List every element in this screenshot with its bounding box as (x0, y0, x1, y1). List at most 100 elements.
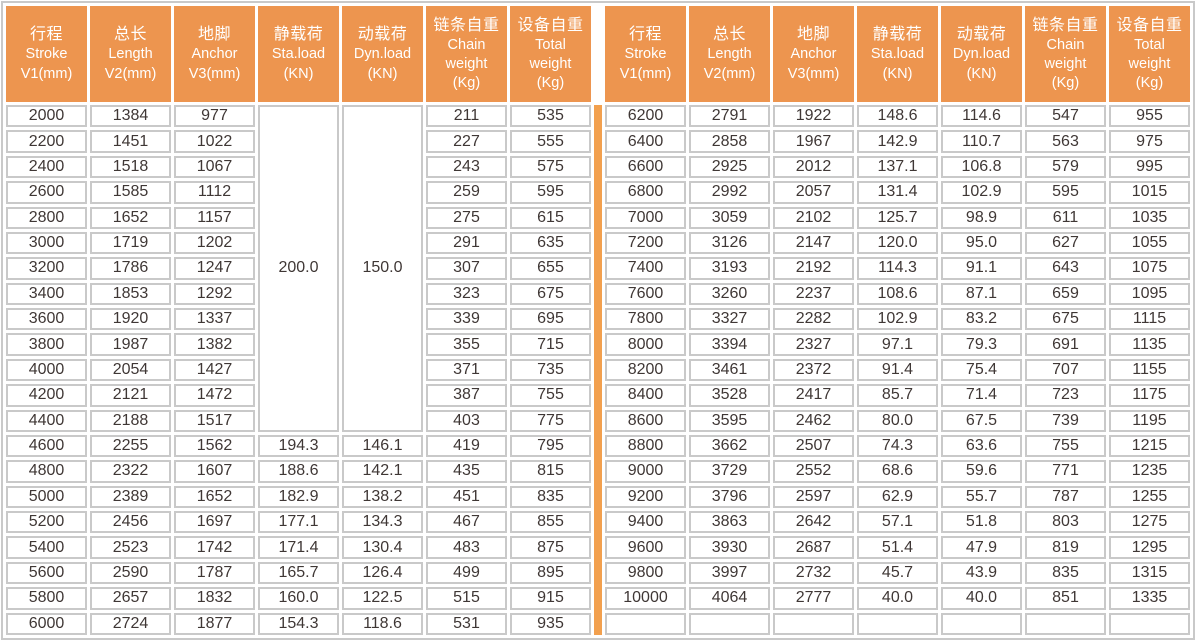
left-chain-weight-cell: 371 (426, 358, 507, 382)
header-right-sta-load: 静载荷 Sta.load (KN) (857, 6, 938, 102)
left-total-weight-cell: 655 (510, 257, 591, 280)
left-chain-weight-cell: 483 (426, 536, 507, 559)
left-stroke-cell: 5600 (6, 561, 87, 585)
right-length-cell: 2791 (689, 105, 770, 128)
header-label-line: 行程 (628, 26, 662, 44)
right-total-weight-cell (1109, 612, 1190, 635)
left-anchor-cell: 1427 (174, 358, 255, 382)
right-chain-weight-cell: 723 (1025, 384, 1106, 407)
right-sta-load-cell: 80.0 (857, 409, 938, 432)
right-stroke-cell: 6400 (605, 130, 686, 153)
right-total-weight-cell: 1075 (1109, 257, 1190, 280)
header-right-stroke: 行程 Stroke V1(mm) (605, 6, 686, 102)
right-sta-load-cell: 97.1 (857, 333, 938, 356)
table-row: 4600 2255 1562 194.3 146.1 419 795 8800 3662 2507… (6, 434, 1190, 458)
header-label-line: 静载荷 (872, 26, 923, 44)
header-label-line: Dyn.load (952, 46, 1011, 63)
right-anchor-cell: 2237 (773, 282, 854, 305)
right-chain-weight-cell: 819 (1025, 536, 1106, 559)
right-dyn-load-cell: 102.9 (941, 181, 1022, 204)
left-length-cell: 2188 (90, 409, 171, 432)
right-chain-weight-cell: 563 (1025, 130, 1106, 153)
right-dyn-load-cell: 83.2 (941, 308, 1022, 331)
left-dyn-load-cell: 146.1 (342, 434, 423, 458)
orange-divider (594, 105, 602, 635)
left-total-weight-cell: 595 (510, 181, 591, 204)
left-length-cell: 1920 (90, 308, 171, 331)
right-anchor-cell (773, 612, 854, 635)
right-stroke-cell: 9200 (605, 485, 686, 508)
header-right-anchor: 地脚 Anchor V3(mm) (773, 6, 854, 102)
left-total-weight-cell: 535 (510, 105, 591, 128)
right-dyn-load-cell: 98.9 (941, 206, 1022, 229)
left-length-cell: 1786 (90, 257, 171, 280)
table-row: 3000 1719 1202 291 635 7200 3126 2147 120.0 95.0 6… (6, 231, 1190, 255)
left-length-cell: 1518 (90, 155, 171, 179)
table-row: 5200 2456 1697 177.1 134.3 467 855 9400 3863 2642… (6, 511, 1190, 534)
right-length-cell: 3796 (689, 485, 770, 508)
left-sta-load-cell: 154.3 (258, 612, 339, 635)
right-dyn-load-cell: 75.4 (941, 358, 1022, 382)
right-dyn-load-cell: 110.7 (941, 130, 1022, 153)
left-total-weight-cell: 735 (510, 358, 591, 382)
left-stroke-cell: 4000 (6, 358, 87, 382)
table-row: 3600 1920 1337 339 695 7800 3327 2282 102.9 83.2 6… (6, 308, 1190, 331)
right-sta-load-cell: 57.1 (857, 511, 938, 534)
left-sta-load-cell: 188.6 (258, 460, 339, 483)
right-sta-load-cell: 51.4 (857, 536, 938, 559)
left-anchor-cell: 1832 (174, 587, 255, 610)
left-stroke-cell: 4600 (6, 434, 87, 458)
left-anchor-cell: 1562 (174, 434, 255, 458)
right-stroke-cell: 9600 (605, 536, 686, 559)
table-row: 4200 2121 1472 387 755 8400 3528 2417 85.7 71.4 72… (6, 384, 1190, 407)
right-stroke-cell: 10000 (605, 587, 686, 610)
right-sta-load-cell: 142.9 (857, 130, 938, 153)
left-total-weight-cell: 795 (510, 434, 591, 458)
right-anchor-cell: 2507 (773, 434, 854, 458)
right-stroke-cell: 8200 (605, 358, 686, 382)
table-row: 3400 1853 1292 323 675 7600 3260 2237 108.6 87.1 6… (6, 282, 1190, 305)
left-total-weight-cell: 755 (510, 384, 591, 407)
left-sta-load-cell: 182.9 (258, 485, 339, 508)
header-right-dyn-load: 动载荷 Dyn.load (KN) (941, 6, 1022, 102)
right-chain-weight-cell: 595 (1025, 181, 1106, 204)
left-chain-weight-cell: 355 (426, 333, 507, 356)
right-length-cell: 3863 (689, 511, 770, 534)
right-stroke-cell (605, 612, 686, 635)
header-left-total-weight: 设备自重 Total weight (Kg) (510, 6, 591, 102)
left-length-cell: 2121 (90, 384, 171, 407)
left-chain-weight-cell: 339 (426, 308, 507, 331)
right-sta-load-cell: 91.4 (857, 358, 938, 382)
left-sta-load-cell: 165.7 (258, 561, 339, 585)
right-dyn-load-cell: 47.9 (941, 536, 1022, 559)
right-dyn-load-cell: 59.6 (941, 460, 1022, 483)
right-total-weight-cell: 955 (1109, 105, 1190, 128)
left-stroke-cell: 2600 (6, 181, 87, 204)
left-dyn-load-cell: 130.4 (342, 536, 423, 559)
left-dyn-load-cell: 138.2 (342, 485, 423, 508)
right-length-cell: 3394 (689, 333, 770, 356)
table-row: 2200 1451 1022 227 555 6400 2858 1967 142.9 110.7… (6, 130, 1190, 153)
left-anchor-cell: 1292 (174, 282, 255, 305)
header-gap (594, 6, 602, 102)
right-sta-load-cell: 114.3 (857, 257, 938, 280)
left-total-weight-cell: 895 (510, 561, 591, 585)
right-anchor-cell: 2597 (773, 485, 854, 508)
left-length-cell: 1585 (90, 181, 171, 204)
right-chain-weight-cell: 547 (1025, 105, 1106, 128)
left-chain-weight-cell: 323 (426, 282, 507, 305)
left-anchor-cell: 1607 (174, 460, 255, 483)
left-chain-weight-cell: 275 (426, 206, 507, 229)
right-anchor-cell: 2102 (773, 206, 854, 229)
left-length-cell: 1652 (90, 206, 171, 229)
header-right-chain-weight: 链条自重 Chain weight (Kg) (1025, 6, 1106, 102)
right-stroke-cell: 7000 (605, 206, 686, 229)
right-dyn-load-cell: 79.3 (941, 333, 1022, 356)
right-length-cell: 3260 (689, 282, 770, 305)
right-chain-weight-cell: 627 (1025, 231, 1106, 255)
header-left-anchor: 地脚 Anchor V3(mm) (174, 6, 255, 102)
right-total-weight-cell: 1255 (1109, 485, 1190, 508)
right-chain-weight-cell: 835 (1025, 561, 1106, 585)
left-stroke-cell: 2000 (6, 105, 87, 128)
